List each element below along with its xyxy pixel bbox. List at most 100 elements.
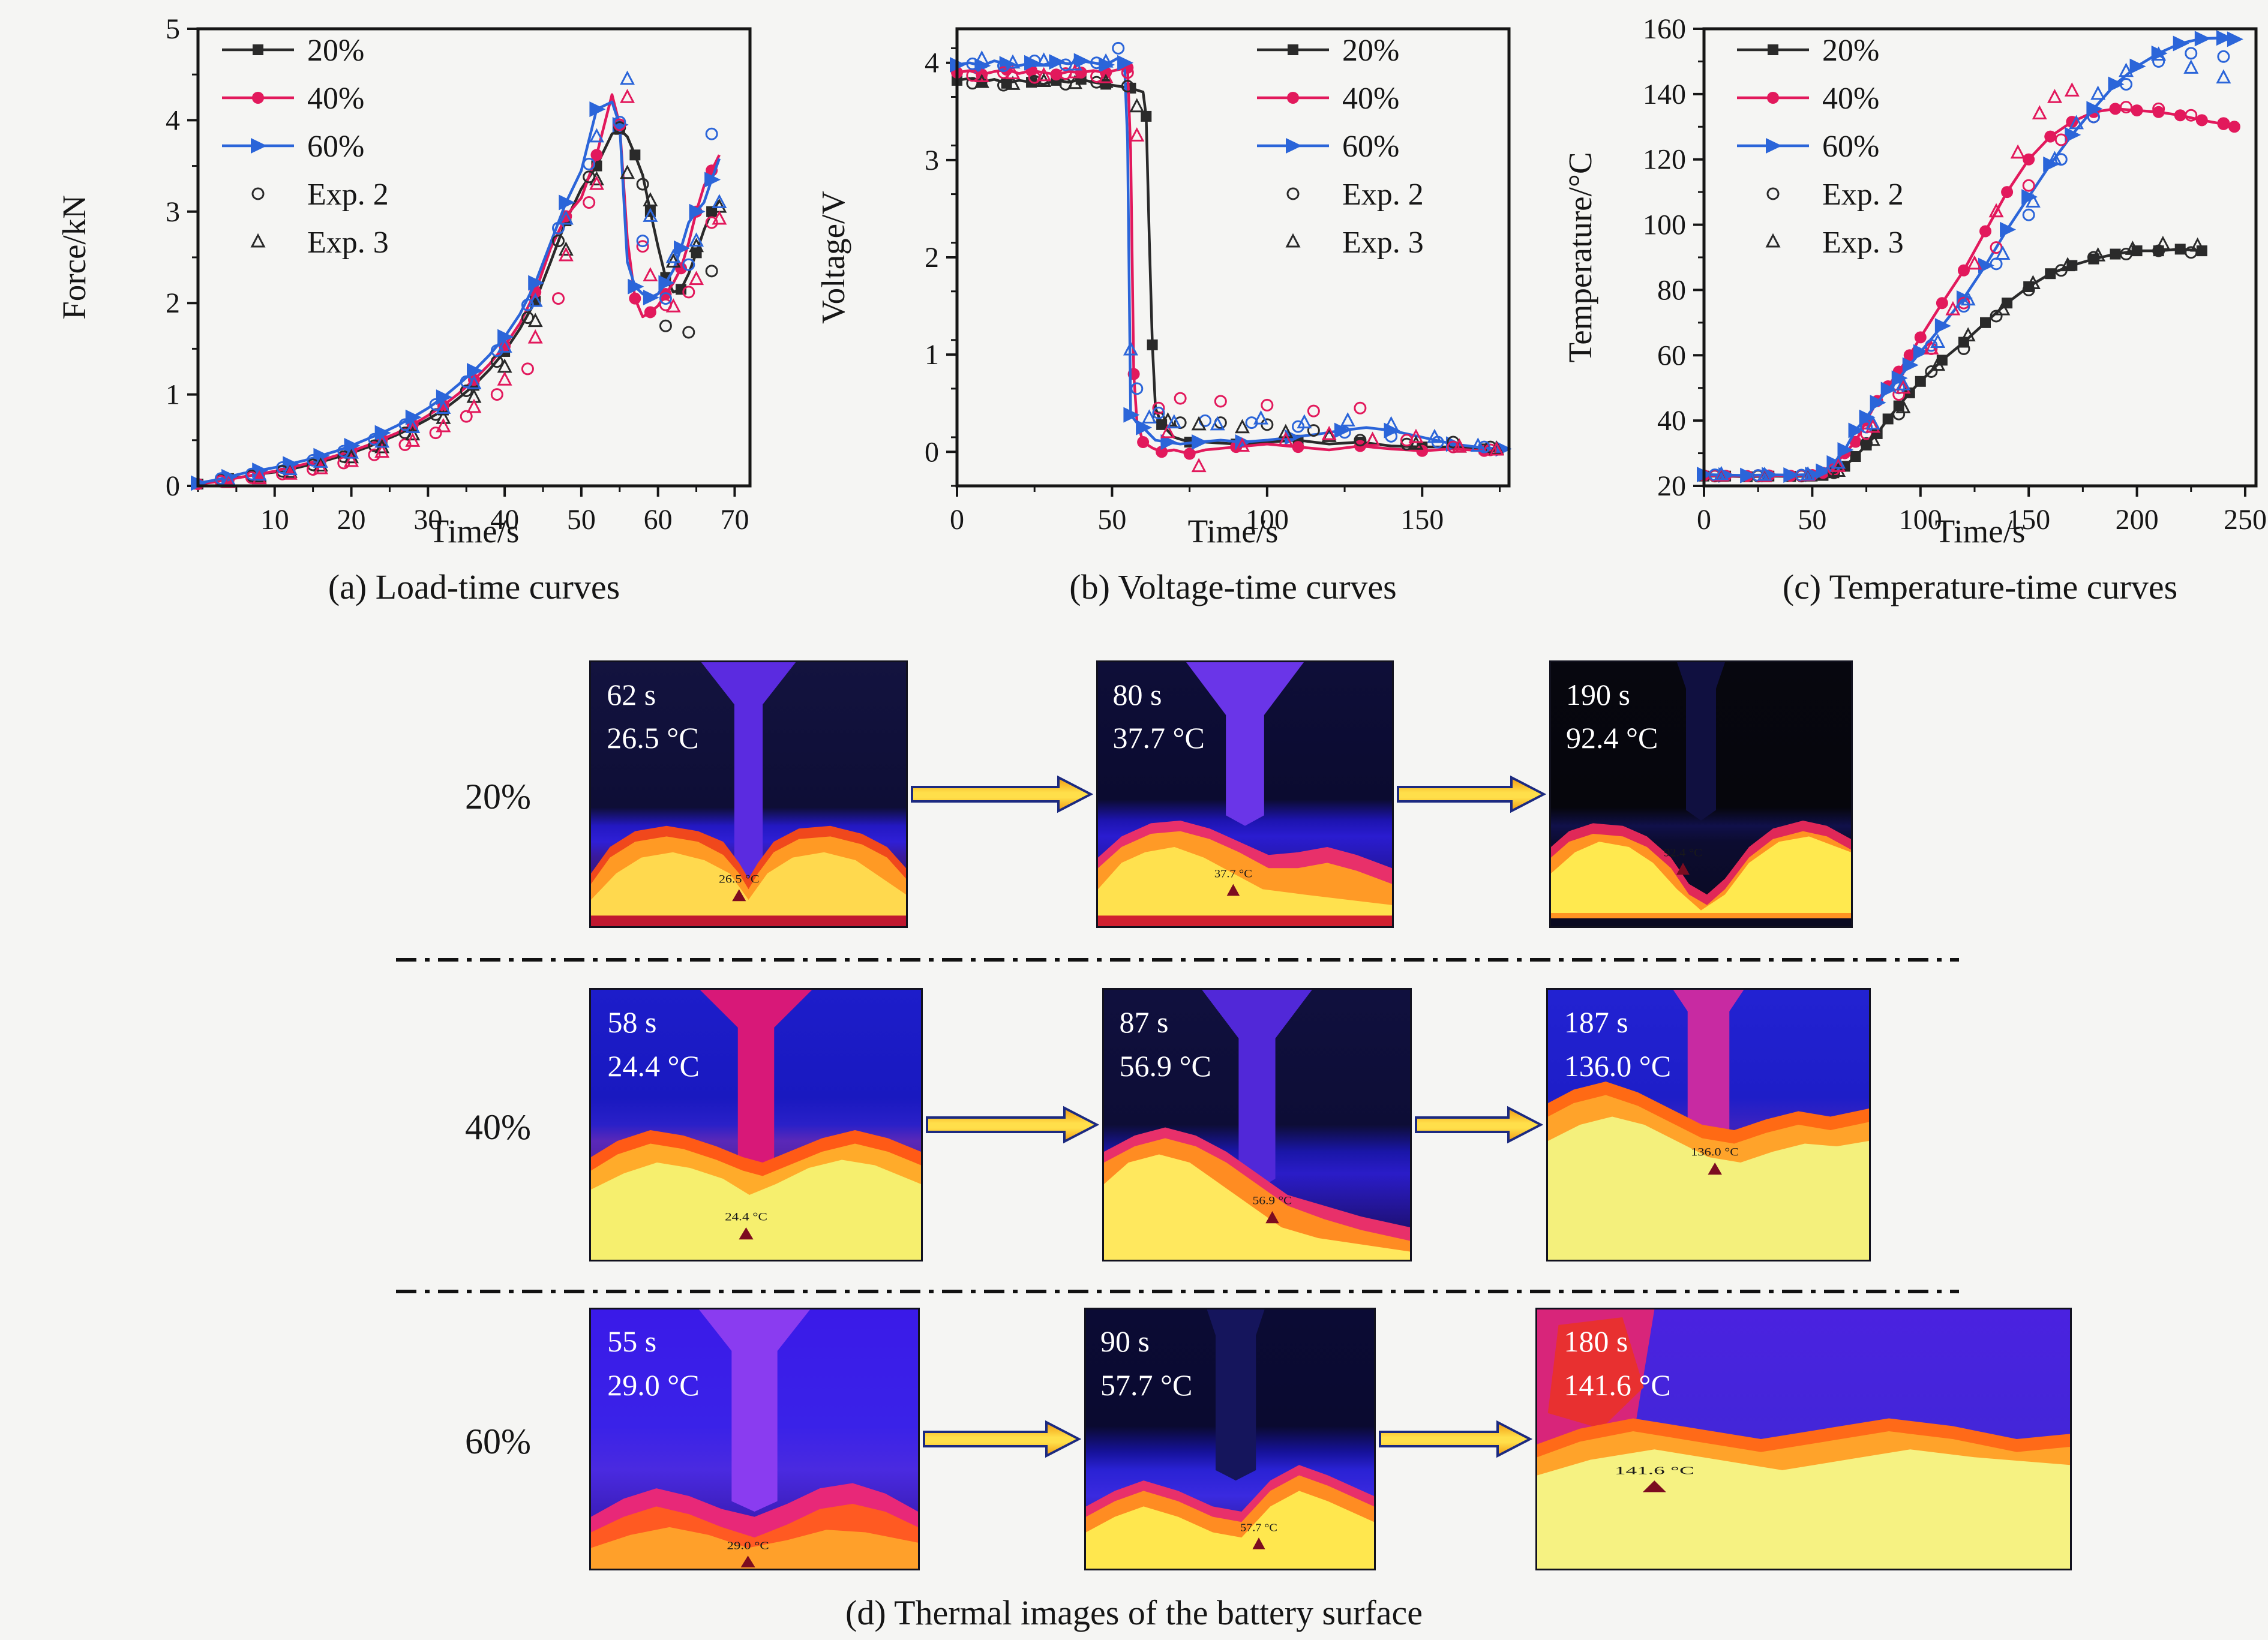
thermal-image-art: 24.4 °C [591,990,921,1260]
y-tick-label: 40 [1657,405,1686,437]
legend-label-20%: 20% [1342,34,1399,68]
chart-temperature-time: 0 50 100 150 200 250 20 40 60 80 100 120 140 160 Tempe… [1554,12,2268,558]
thermal-image-40%-2: 56.9 °C 87 s 56.9 °C [1102,988,1412,1261]
thermal-temp-label: 29.0 °C [607,1368,700,1402]
thermal-time-label: 55 s [607,1324,657,1359]
x-tick-label: 70 [720,504,749,536]
y-tick-label: 100 [1643,209,1686,241]
thermal-image-art: 92.4 °C [1551,662,1851,926]
y-tick-label: 140 [1643,79,1686,110]
legend-label-Exp. 3: Exp. 3 [1342,226,1424,260]
legend-label-40%: 40% [1822,82,1879,116]
legend-label-20%: 20% [1822,34,1879,68]
thermal-overlay-text: 55 s 29.0 °C [607,1320,699,1407]
thermal-image-60%-2: 57.7 °C 90 s 57.7 °C [1084,1308,1376,1570]
thermal-image-20%-2: 37.7 °C 80 s 37.7 °C [1096,660,1394,928]
thermal-image-art: 141.6 °C [1537,1309,2070,1569]
thermal-image-60%-3: 141.6 °C 180 s 141.6 °C [1535,1308,2072,1570]
y-axis-label: Temperature/°C [1562,152,1598,362]
right-arrow-icon [923,1420,1082,1458]
legend-label-40%: 40% [307,82,364,116]
temperature-plot: 0 50 100 150 200 250 20 40 60 80 100 120 140 160 Tempe… [1562,13,2267,549]
thermal-image-art: 26.5 °C [591,662,906,926]
series-line-20% [197,128,721,486]
row-separator-2 [396,1290,1959,1293]
thermal-time-label: 58 s [607,1005,657,1039]
thermal-temp-label: 136.0 °C [1564,1049,1672,1083]
thermal-time-label: 180 s [1564,1324,1628,1359]
x-tick-label: 50 [1097,504,1126,536]
spot-temp-annotation: 56.9 °C [1253,1195,1292,1208]
voltage-plot: 0 50 100 150 0 1 2 3 4 Voltage/V Time/s 20% 40% 60% Ex… [815,27,1512,549]
row-separator-1 [396,958,1959,962]
thermal-overlay-text: 180 s 141.6 °C [1564,1320,1670,1407]
thermal-temp-label: 26.5 °C [607,721,699,755]
spot-temp-annotation: 141.6 °C [1615,1465,1694,1477]
thermal-image-art: 37.7 °C [1098,662,1392,926]
legend-label-Exp. 2: Exp. 2 [1822,178,1904,212]
thermal-image-40%-1: 24.4 °C 58 s 24.4 °C [589,988,923,1261]
thermal-time-label: 62 s [607,677,656,711]
load-plot: 10 20 30 40 50 60 70 0 1 2 3 4 5 Force/kN Time/s 20% 40%… [56,13,752,549]
x-tick-label: 0 [1697,504,1711,536]
right-arrow-icon [1397,775,1547,813]
thermal-image-40%-3: 136.0 °C 187 s 136.0 °C [1546,988,1871,1261]
thermal-image-20%-1: 26.5 °C 62 s 26.5 °C [589,660,908,928]
spot-temp-annotation: 57.7 °C [1240,1522,1277,1534]
indenter-shape [701,662,796,884]
y-tick-label: 2 [925,242,939,274]
indenter-shape [1207,1309,1265,1481]
x-tick-label: 0 [950,504,964,536]
thermal-temp-label: 24.4 °C [607,1049,700,1083]
y-tick-label: 0 [925,436,939,468]
thermal-image-60%-1: 29.0 °C 55 s 29.0 °C [589,1308,920,1570]
y-axis-label: Force/kN [56,195,92,320]
spot-marker-icon [1676,863,1690,875]
legend-label-Exp. 3: Exp. 3 [1822,226,1904,260]
right-arrow-icon [1415,1106,1544,1144]
y-tick-label: 2 [166,287,180,319]
indenter-shape [1186,662,1304,826]
y-tick-label: 60 [1657,340,1686,371]
y-tick-label: 1 [925,339,939,371]
spot-marker-icon [1642,1480,1666,1492]
spot-marker-icon [1226,884,1240,896]
x-tick-label: 200 [2116,504,2159,536]
thermal-overlay-text: 87 s 56.9 °C [1120,1001,1211,1088]
thermal-temp-label: 56.9 °C [1119,1049,1211,1083]
x-tick-label: 50 [1798,504,1826,536]
y-axis-label: Voltage/V [815,191,851,324]
spot-marker-icon [732,889,746,902]
series-line-60% [197,100,721,485]
x-tick-label: 10 [260,504,289,536]
thermal-temp-label: 92.4 °C [1566,721,1658,755]
thermal-row-40%: 24.4 °C 58 s 24.4 °C 56.9 °C 87 s 56.9 °C 136.… [0,988,2268,1261]
thermal-time-label: 90 s [1100,1324,1150,1359]
chart-voltage-time: 0 50 100 150 0 1 2 3 4 Voltage/V Time/s 20% 40% 60% Ex… [807,12,1521,558]
indenter-shape [700,990,812,1233]
y-tick-label: 1 [166,379,180,411]
x-tick-label: 100 [1246,504,1289,536]
spot-marker-icon [1252,1537,1265,1549]
legend-label-Exp. 2: Exp. 2 [1342,178,1424,212]
indenter-shape [698,1309,811,1512]
indenter-shape [1677,662,1725,821]
y-tick-label: 0 [166,470,180,502]
thermal-image-art: 29.0 °C [591,1309,918,1569]
indenter-shape [1673,990,1744,1152]
y-tick-label: 120 [1643,144,1686,176]
row-label-20: 20% [465,777,531,816]
caption-c: (c) Temperature-time curves [1782,567,2178,606]
row-label-60: 60% [465,1422,531,1461]
x-axis-label: Time/s [1188,513,1279,549]
x-tick-label: 100 [1899,504,1942,536]
spot-temp-annotation: 24.4 °C [725,1211,767,1223]
thermal-overlay-text: 62 s 26.5 °C [607,673,698,760]
thermal-temp-label: 37.7 °C [1112,721,1205,755]
legend-label-40%: 40% [1342,82,1399,116]
series-line-60% [1703,36,2235,477]
x-tick-label: 40 [490,504,519,536]
caption-a: (a) Load-time curves [328,567,620,606]
series-line-20% [956,77,1503,452]
x-tick-label: 30 [413,504,442,536]
